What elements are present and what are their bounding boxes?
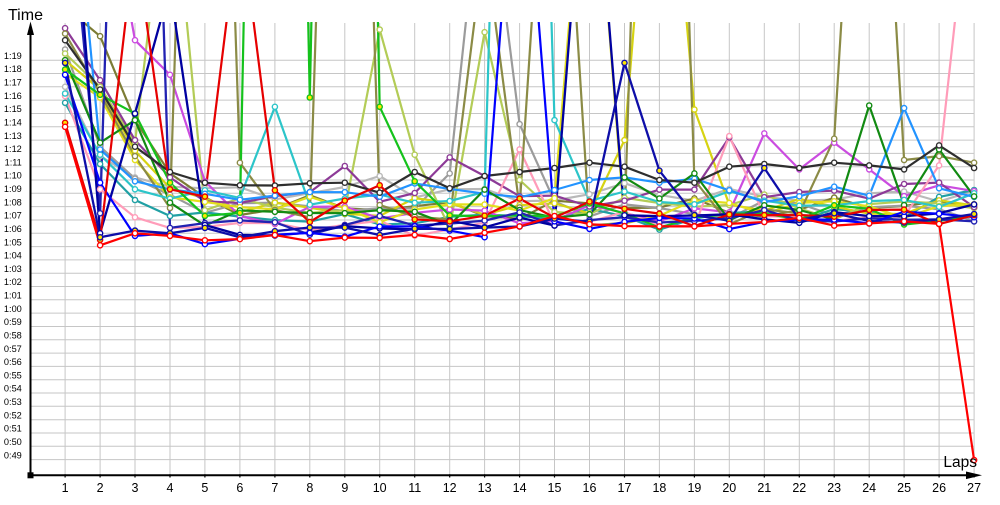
svg-text:9: 9: [341, 481, 348, 495]
svg-text:0:58: 0:58: [4, 331, 22, 341]
svg-text:8: 8: [306, 481, 313, 495]
svg-text:13: 13: [478, 481, 492, 495]
svg-text:1:02: 1:02: [4, 277, 22, 287]
svg-text:1:11: 1:11: [5, 157, 22, 167]
svg-text:6: 6: [236, 481, 243, 495]
svg-text:3: 3: [132, 481, 139, 495]
svg-text:0:50: 0:50: [4, 437, 22, 447]
svg-text:0:59: 0:59: [4, 317, 22, 327]
svg-text:21: 21: [757, 481, 771, 495]
svg-text:0:55: 0:55: [4, 370, 22, 380]
svg-text:1:14: 1:14: [4, 118, 22, 128]
svg-text:0:49: 0:49: [4, 450, 22, 460]
svg-text:1: 1: [62, 481, 69, 495]
svg-text:14: 14: [513, 481, 527, 495]
svg-text:10: 10: [373, 481, 387, 495]
svg-text:1:06: 1:06: [4, 224, 22, 234]
svg-text:2: 2: [97, 481, 104, 495]
svg-text:16: 16: [583, 481, 597, 495]
svg-text:1:07: 1:07: [4, 211, 22, 221]
svg-text:19: 19: [687, 481, 701, 495]
svg-text:1:08: 1:08: [4, 197, 22, 207]
svg-text:0:54: 0:54: [4, 384, 22, 394]
svg-text:1:13: 1:13: [4, 131, 22, 141]
svg-text:0:52: 0:52: [4, 410, 22, 420]
svg-text:0:51: 0:51: [4, 424, 22, 434]
svg-text:1:00: 1:00: [4, 304, 22, 314]
svg-text:Laps: Laps: [943, 454, 977, 471]
svg-text:1:05: 1:05: [4, 237, 22, 247]
svg-text:1:16: 1:16: [4, 91, 22, 101]
svg-text:1:04: 1:04: [4, 251, 22, 261]
svg-text:1:10: 1:10: [4, 171, 22, 181]
svg-text:Time: Time: [8, 7, 43, 24]
svg-text:7: 7: [271, 481, 278, 495]
svg-text:11: 11: [408, 481, 421, 495]
svg-text:1:09: 1:09: [4, 184, 22, 194]
svg-text:1:01: 1:01: [4, 291, 22, 301]
svg-text:0:53: 0:53: [4, 397, 22, 407]
svg-text:20: 20: [722, 481, 736, 495]
svg-text:1:17: 1:17: [4, 78, 22, 88]
svg-text:26: 26: [932, 481, 946, 495]
svg-text:5: 5: [201, 481, 208, 495]
svg-text:23: 23: [827, 481, 841, 495]
svg-text:1:03: 1:03: [4, 264, 22, 274]
svg-text:0:57: 0:57: [4, 344, 22, 354]
svg-text:22: 22: [792, 481, 806, 495]
svg-text:12: 12: [443, 481, 457, 495]
svg-text:1:18: 1:18: [4, 64, 22, 74]
svg-text:4: 4: [167, 481, 174, 495]
svg-text:1:19: 1:19: [4, 51, 22, 61]
svg-text:1:15: 1:15: [4, 104, 22, 114]
svg-text:18: 18: [652, 481, 666, 495]
svg-text:17: 17: [618, 481, 632, 495]
svg-text:15: 15: [548, 481, 562, 495]
svg-text:24: 24: [862, 481, 876, 495]
svg-text:27: 27: [967, 481, 981, 495]
svg-text:25: 25: [897, 481, 911, 495]
svg-text:1:12: 1:12: [4, 144, 22, 154]
svg-text:0:56: 0:56: [4, 357, 22, 367]
